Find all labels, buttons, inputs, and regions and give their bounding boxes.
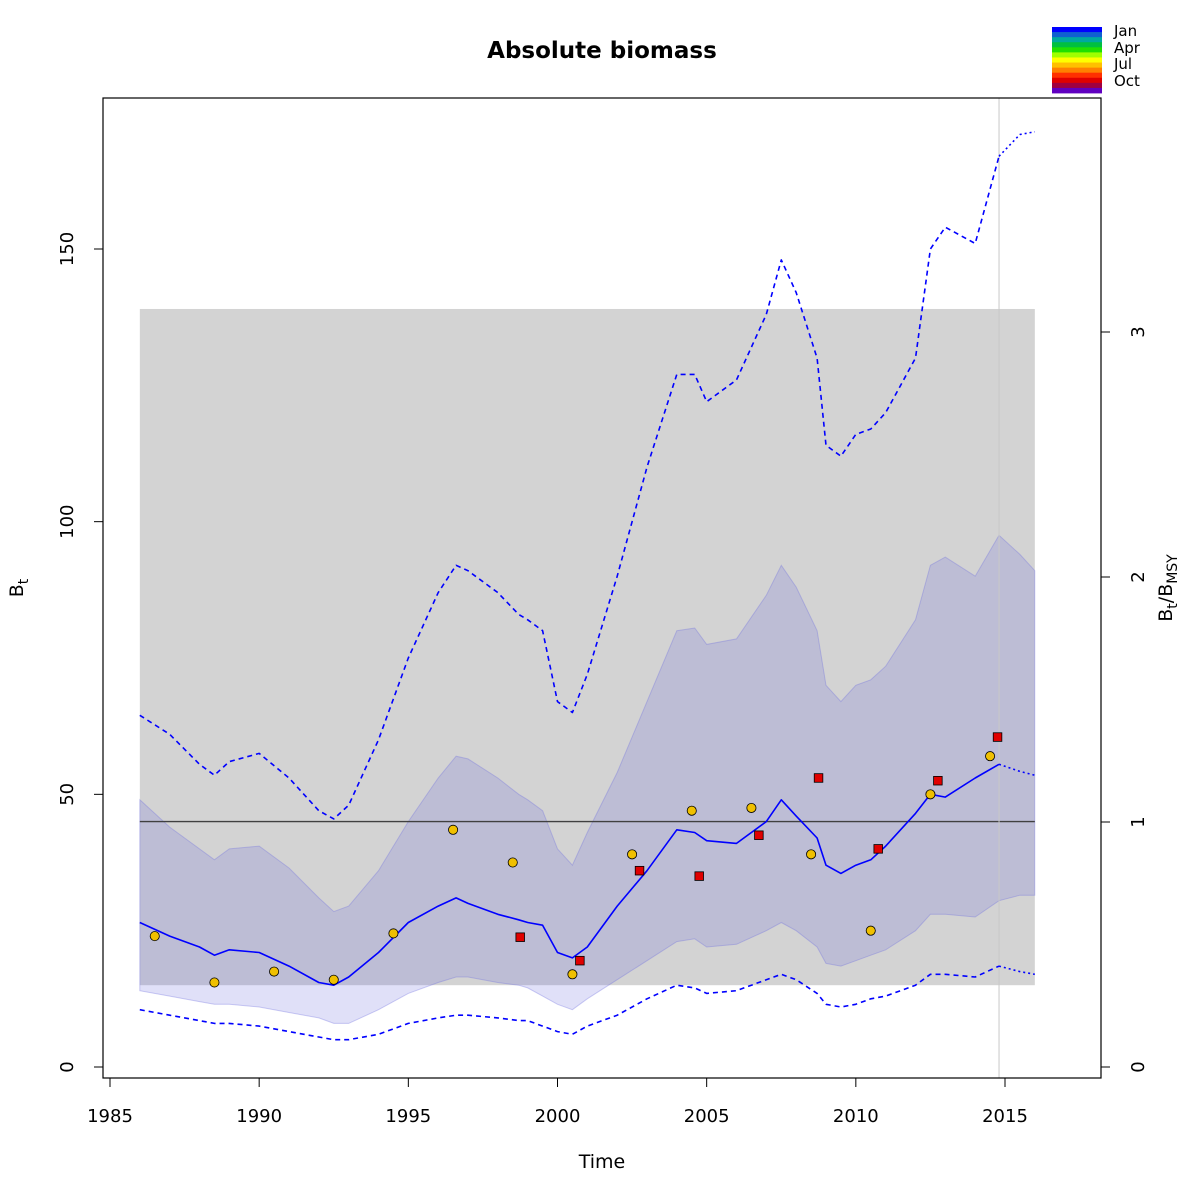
- data-point-circle: [865, 925, 876, 936]
- data-point-circle: [627, 849, 638, 860]
- data-point-circle: [209, 977, 220, 988]
- x-tick-label: 2015: [982, 1106, 1028, 1127]
- y-axis-title-main: B: [6, 584, 28, 597]
- legend-color-swatch: [1052, 62, 1102, 69]
- y2-tick-label: 3: [1128, 326, 1149, 337]
- data-point-circle: [567, 969, 578, 980]
- data-point-square: [634, 865, 645, 876]
- series-line-0: [139, 763, 1000, 987]
- plot-area: [139, 98, 1036, 1078]
- y-tick-label: 150: [57, 232, 78, 266]
- y-tick-label: 0: [57, 1061, 78, 1072]
- legend-label-oct: Oct: [1114, 72, 1140, 90]
- data-point-square: [515, 932, 525, 942]
- bmsy-confidence-band: [139, 308, 1035, 986]
- y2-title-part-2: t: [1165, 603, 1181, 609]
- legend-label-apr: Apr: [1114, 39, 1141, 57]
- data-point-circle: [686, 805, 697, 816]
- data-point-square: [754, 830, 764, 840]
- plot-contents: [139, 98, 1036, 1078]
- legend-color-swatch: [1052, 77, 1102, 84]
- data-point-circle: [328, 974, 339, 985]
- data-point-circle: [806, 849, 817, 860]
- series-line-2: [139, 156, 1000, 820]
- y2-tick-label: 1: [1128, 816, 1149, 827]
- data-point-square: [933, 776, 943, 786]
- legend-color-swatch: [1052, 32, 1102, 38]
- legend-color-swatch: [1052, 42, 1102, 48]
- legend-color-swatch: [1052, 82, 1102, 89]
- legend-color-swatch: [1052, 47, 1102, 53]
- x-tick-label: 1985: [87, 1106, 133, 1127]
- legend-color-swatch: [1052, 67, 1102, 74]
- data-point-circle: [985, 751, 996, 762]
- legend-color-swatch: [1052, 57, 1102, 63]
- series-line-5: [998, 965, 1035, 976]
- x-tick-label: 1990: [236, 1106, 282, 1127]
- x-tick-label: 2000: [535, 1106, 581, 1127]
- x-tick-label: 1995: [385, 1106, 431, 1127]
- legend-color-swatch: [1052, 37, 1102, 43]
- y-tick-label: 100: [57, 504, 78, 538]
- legend-color-swatch: [1052, 72, 1102, 79]
- x-tick-label: 2010: [833, 1106, 879, 1127]
- data-point-circle: [746, 802, 757, 813]
- series-line-3: [998, 131, 1035, 157]
- legend-label-jan: Jan: [1113, 22, 1137, 40]
- data-point-square: [992, 732, 1003, 742]
- y2-title-part-4: MSY: [1165, 554, 1181, 584]
- x-axis-title: Time: [578, 1151, 626, 1173]
- chart-title: Absolute biomass: [487, 38, 717, 64]
- x-tick-label: 2005: [684, 1106, 730, 1127]
- legend-color-swatch: [1052, 87, 1102, 94]
- y-axis: 0 50 100 150: [57, 232, 103, 1073]
- secondary-y-axis: 0 1 2 3: [1101, 326, 1149, 1073]
- data-point-circle: [269, 966, 280, 977]
- legend-color-swatch: [1052, 52, 1102, 58]
- y2-tick-label: 2: [1128, 571, 1149, 582]
- y2-title-part-3: /B: [1155, 584, 1177, 603]
- data-point-square: [813, 773, 824, 783]
- legend-label-jul: Jul: [1113, 55, 1132, 73]
- secondary-y-axis-title: Bt/BMSY: [1155, 554, 1181, 622]
- legend-color-swatch: [1052, 27, 1102, 33]
- x-axis: 1985 1990 1995 2000 2005 2010 2015: [87, 1077, 1028, 1127]
- y-tick-label: 50: [57, 783, 78, 806]
- data-point-circle: [149, 931, 160, 942]
- data-point-square: [575, 955, 585, 966]
- data-point-circle: [388, 928, 399, 939]
- data-point-circle: [925, 789, 936, 800]
- y2-title-part-1: B: [1155, 609, 1177, 622]
- data-point-square: [873, 844, 883, 854]
- y-axis-title: Bt: [6, 578, 32, 597]
- biomass-ci-band: [139, 534, 1036, 1024]
- y-axis-title-subscript: t: [16, 578, 32, 584]
- data-point-circle: [448, 824, 459, 835]
- data-point-circle: [507, 857, 518, 868]
- y2-tick-label: 0: [1128, 1061, 1149, 1072]
- data-point-square: [694, 871, 704, 881]
